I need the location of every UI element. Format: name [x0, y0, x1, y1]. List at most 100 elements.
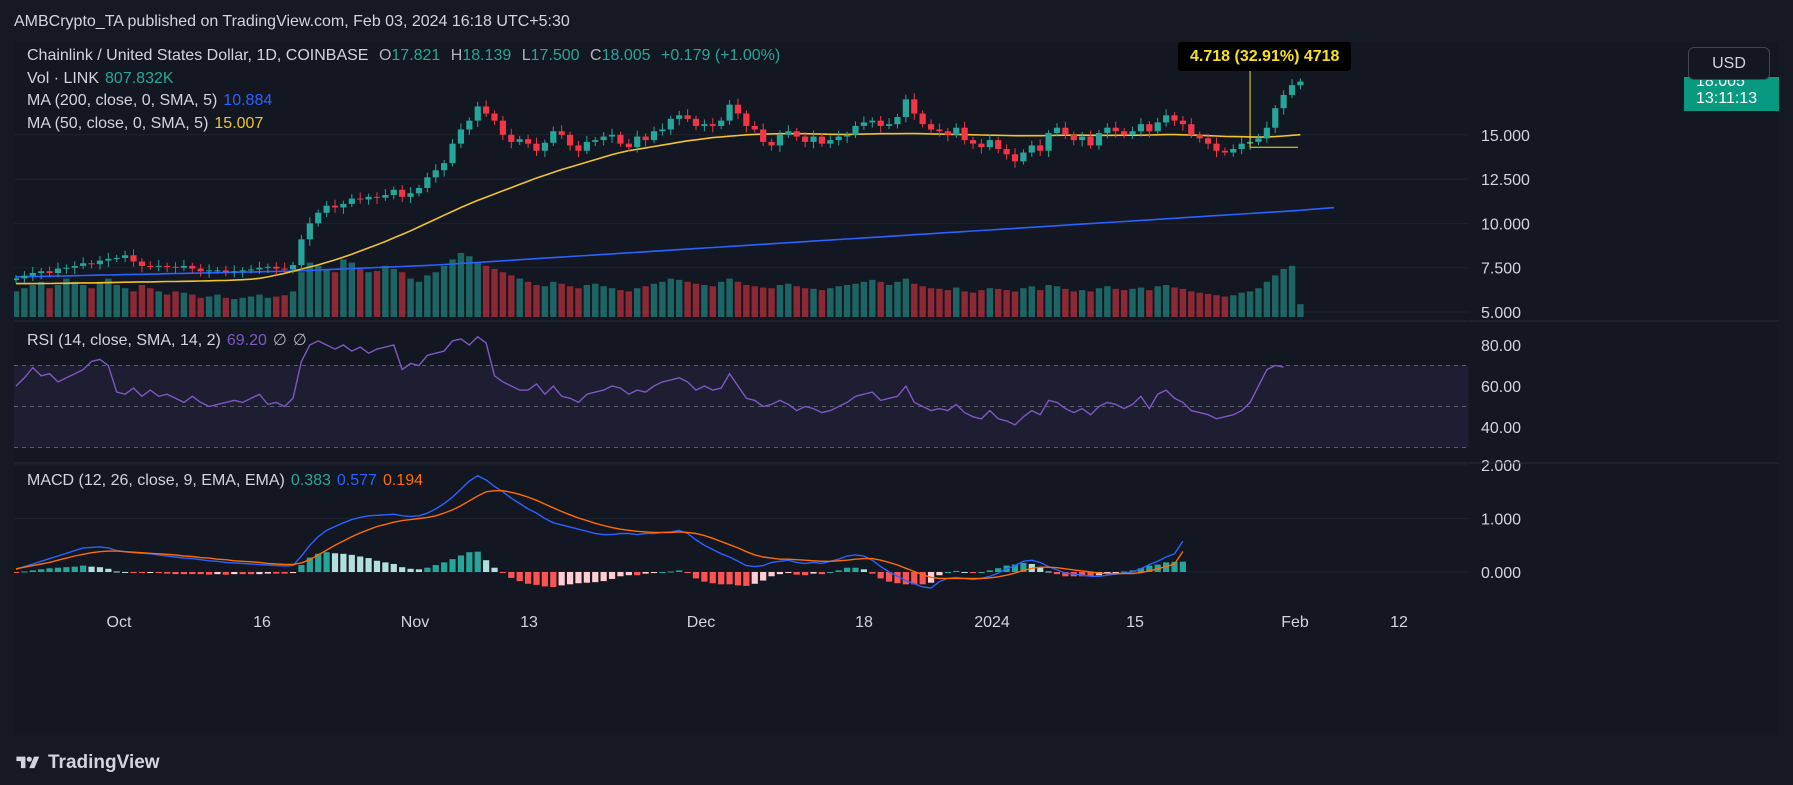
price-tick-label: 15.000 — [1481, 128, 1530, 145]
ma200-value: 10.884 — [223, 92, 273, 109]
volume-bar — [105, 278, 112, 317]
candle-body — [995, 140, 1002, 149]
macd-histogram-bar — [239, 572, 246, 575]
rsi-tick-label: 60.00 — [1481, 379, 1521, 396]
macd-histogram-bar — [726, 572, 733, 585]
tradingview-footer[interactable]: TradingView — [14, 752, 160, 774]
volume-legend[interactable]: Vol · LINK 807.832K — [27, 70, 180, 88]
volume-bar — [499, 272, 507, 317]
volume-bar — [1263, 281, 1271, 317]
macd-histogram-bar — [164, 572, 171, 574]
macd-tick-label: 1.000 — [1481, 512, 1521, 529]
low-label: L — [521, 47, 531, 64]
macd-signal-value: 0.577 — [336, 472, 377, 489]
volume-bar — [600, 286, 607, 317]
time-tick-label: 16 — [253, 614, 271, 631]
candle-body — [348, 198, 355, 204]
candle-body — [138, 261, 146, 266]
chart-canvas[interactable]: 15.000 12.500 10.000 7.500 5.000 80.00 60.00 40… — [14, 42, 1779, 735]
volume-bar — [1272, 275, 1279, 317]
macd-histogram-bar — [751, 572, 758, 584]
volume-bar — [843, 285, 851, 317]
symbol-name[interactable]: Chainlink / United States Dollar, 1D, CO… — [27, 47, 369, 64]
macd-histogram-bar — [818, 572, 826, 575]
candle-body — [1121, 131, 1128, 135]
candle-body — [667, 118, 674, 130]
published-info: AMBCrypto_TA published on TradingView.co… — [14, 13, 570, 30]
volume-bar — [625, 291, 633, 317]
candle-body — [1171, 115, 1178, 121]
ma50-legend[interactable]: MA (50, close, 0, SMA, 5) 15.007 — [27, 115, 269, 133]
macd-histogram-bar — [189, 572, 196, 575]
volume-bar — [491, 269, 498, 317]
candle-body — [289, 265, 297, 270]
volume-bar — [776, 285, 784, 317]
volume-layer — [14, 253, 1304, 317]
volume-bar — [667, 278, 675, 317]
candle-body — [927, 124, 935, 130]
ma200-legend[interactable]: MA (200, close, 0, SMA, 5) 10.884 — [27, 92, 278, 110]
rsi-tick-label: 40.00 — [1481, 420, 1521, 437]
candle-body — [1272, 108, 1279, 128]
candle-body — [911, 99, 918, 114]
macd-histogram-bar — [289, 572, 297, 574]
volume-bar — [508, 275, 515, 317]
volume-bar — [1070, 291, 1077, 317]
candle-body — [298, 239, 305, 266]
volume-bar — [273, 296, 280, 317]
macd-histogram-bar — [953, 570, 960, 572]
volume-bar — [239, 297, 246, 317]
candle-body — [566, 134, 574, 146]
chart-frame[interactable]: 15.000 12.500 10.000 7.500 5.000 80.00 60.00 40… — [14, 42, 1779, 735]
candle-body — [860, 122, 867, 126]
macd-histogram-bar — [969, 572, 977, 574]
candle-body — [986, 140, 993, 148]
candle-body — [474, 106, 481, 121]
volume-bar — [650, 283, 658, 317]
volume-bar — [516, 278, 523, 317]
macd-histogram-bar — [340, 553, 347, 572]
candle-body — [415, 187, 423, 194]
volume-bar — [1095, 288, 1103, 317]
publish-header: AMBCrypto_TA published on TradingView.co… — [0, 0, 1793, 42]
macd-histogram-bar — [205, 572, 213, 575]
macd-histogram-bar — [63, 567, 70, 572]
volume-bar — [205, 296, 213, 317]
candle-body — [432, 170, 439, 178]
macd-histogram-bar — [650, 572, 658, 574]
currency-button[interactable]: USD — [1688, 47, 1770, 80]
macd-histogram-bar — [743, 572, 750, 586]
macd-histogram-bar — [760, 572, 767, 581]
axis-layer: 15.000 12.500 10.000 7.500 5.000 80.00 60.00 40… — [107, 128, 1530, 631]
candle-body — [550, 131, 557, 143]
volume-bar — [21, 288, 28, 317]
rsi-legend[interactable]: RSI (14, close, SMA, 14, 2) 69.20 ∅ ∅ — [27, 330, 313, 350]
low-value: 17.500 — [530, 47, 580, 64]
candle-body — [222, 270, 229, 273]
volume-bar — [306, 262, 314, 317]
macd-histogram-bar — [961, 572, 968, 573]
candle-body — [441, 163, 448, 171]
volume-bar — [911, 283, 918, 317]
volume-bar — [37, 281, 45, 317]
volume-bar — [885, 285, 893, 317]
candle-body — [399, 189, 406, 197]
candle-body — [1011, 154, 1019, 162]
macd-histogram-bar — [776, 572, 784, 575]
candle-body — [1020, 152, 1027, 162]
candle-body — [751, 125, 758, 130]
candle-body — [600, 136, 607, 141]
volume-bar — [247, 296, 255, 317]
macd-histogram-bar — [130, 572, 137, 573]
macd-histogram-bar — [365, 558, 372, 572]
candle-body — [743, 113, 750, 126]
macd-legend[interactable]: MACD (12, 26, close, 9, EMA, EMA) 0.383 0.… — [27, 472, 429, 490]
volume-bar — [1036, 290, 1044, 317]
candle-body — [205, 270, 213, 272]
macd-histogram-bar — [1062, 572, 1069, 577]
macd-histogram-bar — [214, 572, 221, 575]
rsi-line — [15, 335, 1284, 426]
candle-body — [14, 278, 20, 281]
volume-value: 807.832K — [105, 70, 174, 87]
macd-histogram-bar — [978, 572, 985, 573]
